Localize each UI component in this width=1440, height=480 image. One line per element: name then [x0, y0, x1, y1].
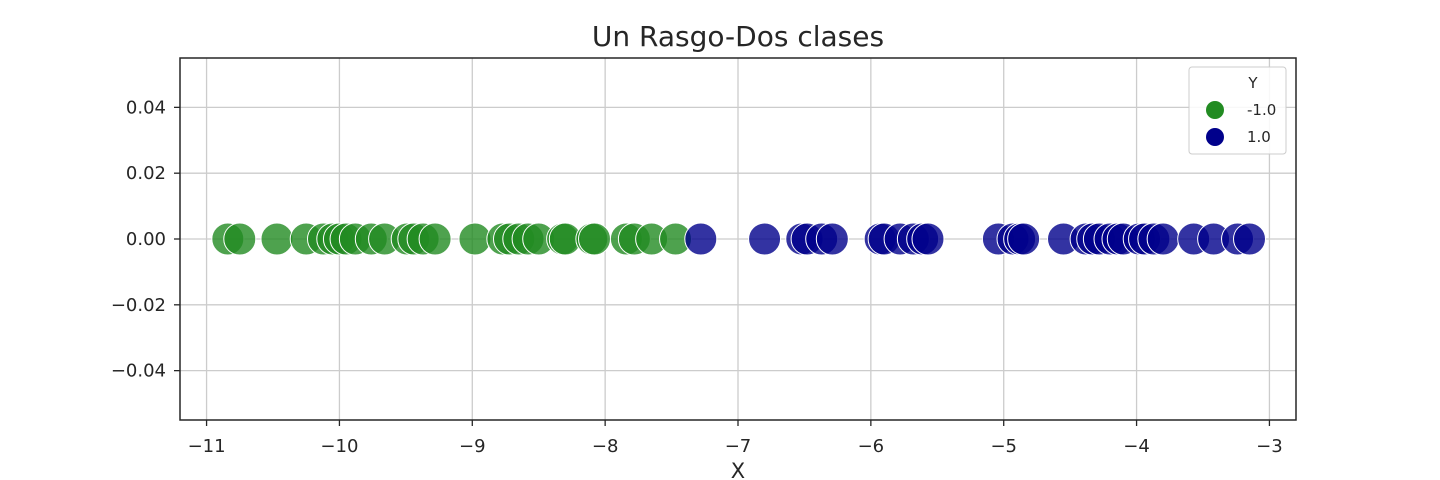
x-tick-label: −8: [592, 436, 619, 457]
data-point-class-negative: [458, 222, 492, 256]
data-point-class-positive: [684, 222, 718, 256]
x-axis-ticks: −11 −10 −9 −8 −7 −6 −5 −4 −3: [188, 420, 1283, 457]
legend-marker-positive: [1206, 128, 1224, 146]
legend-title: Y: [1247, 74, 1258, 92]
data-point-class-negative: [260, 222, 294, 256]
data-point-class-positive: [748, 222, 782, 256]
x-tick-label: −4: [1123, 436, 1150, 457]
y-tick-label: 0.02: [126, 163, 166, 184]
chart-title: Un Rasgo-Dos clases: [592, 20, 884, 53]
data-point-class-positive: [1007, 222, 1041, 256]
y-tick-label: 0.00: [126, 229, 166, 250]
x-axis-label: X: [731, 459, 745, 480]
legend-label-negative: -1.0: [1247, 101, 1276, 119]
data-point-class-positive: [815, 222, 849, 256]
data-points: [211, 222, 1266, 256]
data-point-class-positive: [1146, 222, 1180, 256]
y-axis-ticks: 0.04 0.02 0.00 −0.02 −0.04: [111, 97, 180, 382]
data-point-class-negative: [418, 222, 452, 256]
x-tick-label: −9: [459, 436, 486, 457]
x-tick-label: −10: [320, 436, 358, 457]
legend-label-positive: 1.0: [1247, 128, 1271, 146]
y-tick-label: 0.04: [126, 97, 166, 118]
x-tick-label: −7: [725, 436, 752, 457]
data-point-class-negative: [578, 222, 612, 256]
data-point-class-positive: [1233, 222, 1266, 256]
x-tick-label: −6: [858, 436, 885, 457]
y-tick-label: −0.04: [111, 361, 166, 382]
y-tick-label: −0.02: [111, 295, 166, 316]
legend: Y -1.0 1.0: [1188, 66, 1287, 155]
x-tick-label: −5: [990, 436, 1017, 457]
x-tick-label: −11: [188, 436, 226, 457]
x-tick-label: −3: [1256, 436, 1283, 457]
legend-marker-negative: [1206, 101, 1224, 119]
data-point-class-positive: [911, 222, 945, 256]
data-point-class-negative: [223, 222, 257, 256]
